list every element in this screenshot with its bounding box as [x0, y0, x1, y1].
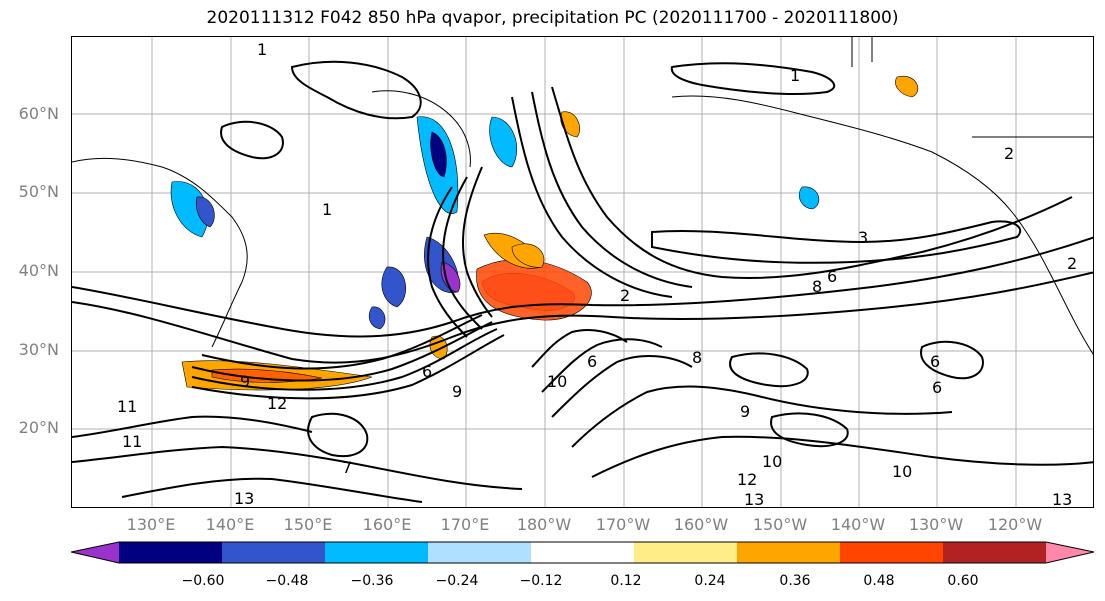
- lon-label-160w: 160°W: [673, 515, 729, 534]
- lon-label-140w: 140°W: [830, 515, 886, 534]
- contour-label: 2: [1067, 254, 1077, 273]
- contour-label: 2: [620, 286, 630, 305]
- contour-label: 9: [740, 402, 750, 421]
- lon-label-150e: 150°E: [283, 515, 333, 534]
- colorbar-tick-label: 0.60: [947, 573, 979, 589]
- contour-label: 10: [762, 452, 782, 471]
- contour-label: 12: [267, 394, 287, 413]
- contour-label: 8: [692, 348, 702, 367]
- colorbar-tick-label: 0.12: [610, 573, 642, 589]
- anomaly-negative-kurile-core: [430, 131, 447, 178]
- contour-label: 10: [892, 462, 912, 481]
- colorbar-segment: [119, 542, 222, 563]
- lon-label-170e: 170°E: [440, 515, 490, 534]
- colorbar-tick-label: 0.36: [779, 573, 811, 589]
- contour-label: 2: [1004, 144, 1014, 163]
- anomaly-positive-band-west-inner: [211, 368, 323, 383]
- map-title: 2020111312 F042 850 hPa qvapor, precipit…: [206, 8, 899, 28]
- colorbar-tick-label: −0.24: [435, 573, 479, 589]
- map-panel: 1 1 1 2 2 2 3 6 6 6 6 6 7 8 8 9 9 9 10 1…: [71, 36, 1094, 508]
- contour-label: 9: [452, 382, 462, 401]
- colorbar-segment: [1046, 542, 1094, 563]
- colorbar-segment: [531, 542, 634, 563]
- lon-label-180w: 180°W: [516, 515, 572, 534]
- lon-label-130w: 130°W: [908, 515, 964, 534]
- lon-label-130e: 130°E: [126, 515, 176, 534]
- contour-label: 11: [117, 397, 137, 416]
- anomaly-negative-west: [381, 266, 406, 308]
- lon-label-150w: 150°W: [752, 515, 808, 534]
- anomaly-negative-4: [368, 306, 386, 330]
- graticule: [72, 37, 1093, 507]
- lat-label-60n: 60°N: [18, 104, 59, 123]
- colorbar-tick-label: 0.24: [694, 573, 726, 589]
- contour-label: 6: [587, 352, 597, 371]
- anomaly-negative-center: [489, 116, 517, 168]
- colorbar-tick-label: 0.48: [863, 573, 895, 589]
- qvapor-contours: [72, 60, 1093, 503]
- contour-label: 9: [240, 372, 250, 391]
- lat-label-50n: 50°N: [18, 182, 59, 201]
- anomaly-negative-nw2: [195, 196, 215, 228]
- contour-label: 6: [932, 378, 942, 397]
- lat-label-20n: 20°N: [18, 418, 59, 437]
- colorbar-segment: [943, 542, 1046, 563]
- colorbar: [71, 541, 1094, 564]
- contour-labels: 1 1 1 2 2 2 3 6 6 6 6 6 7 8 8 9 9 9 10 1…: [117, 40, 1077, 508]
- colorbar-tick-label: −0.36: [350, 573, 394, 589]
- contour-label: 1: [257, 40, 267, 59]
- colorbar-segment: [737, 542, 840, 563]
- colorbar-outline: [71, 541, 1094, 564]
- lat-label-30n: 30°N: [18, 340, 59, 359]
- anomaly-negative-dateline-core: [440, 261, 461, 293]
- colorbar-segment: [428, 542, 531, 563]
- lon-label-140e: 140°E: [205, 515, 255, 534]
- anomaly-negative-3: [799, 186, 820, 210]
- colorbar-tick-label: −0.60: [181, 573, 225, 589]
- contour-label: 8: [812, 277, 822, 296]
- map-canvas: 1 1 1 2 2 2 3 6 6 6 6 6 7 8 8 9 9 9 10 1…: [72, 37, 1093, 508]
- colorbar-tick-label: −0.12: [519, 573, 563, 589]
- lon-label-170w: 170°W: [595, 515, 651, 534]
- contour-label: 1: [322, 200, 332, 219]
- lon-label-120w: 120°W: [987, 515, 1043, 534]
- contour-label: 10: [547, 372, 567, 391]
- contour-label: 6: [930, 352, 940, 371]
- colorbar-segment: [840, 542, 943, 563]
- contour-label: 3: [858, 228, 868, 247]
- contour-label: 13: [234, 489, 254, 508]
- contour-label: 13: [744, 490, 764, 508]
- contour-label: 7: [342, 458, 352, 477]
- precip-anomaly-fill: [170, 75, 919, 391]
- coastlines: [72, 37, 1093, 355]
- anomaly-negative-nw: [170, 181, 209, 238]
- contour-label: 11: [122, 432, 142, 451]
- contour-label: 6: [827, 267, 837, 286]
- contour-label: 1: [790, 66, 800, 85]
- colorbar-segment: [71, 542, 119, 563]
- anomaly-positive-2: [429, 335, 448, 360]
- colorbar-segment: [634, 542, 737, 563]
- contour-label: 12: [737, 470, 757, 489]
- lon-label-160e: 160°E: [362, 515, 412, 534]
- colorbar-segments: [71, 541, 1094, 564]
- colorbar-segment: [325, 542, 428, 563]
- anomaly-positive-ne: [895, 75, 919, 98]
- contour-label: 6: [422, 362, 432, 381]
- lat-label-40n: 40°N: [18, 261, 59, 280]
- contour-label: 13: [1052, 490, 1072, 508]
- colorbar-segment: [222, 542, 325, 563]
- anomaly-positive-mid: [511, 243, 545, 268]
- colorbar-tick-label: −0.48: [265, 573, 309, 589]
